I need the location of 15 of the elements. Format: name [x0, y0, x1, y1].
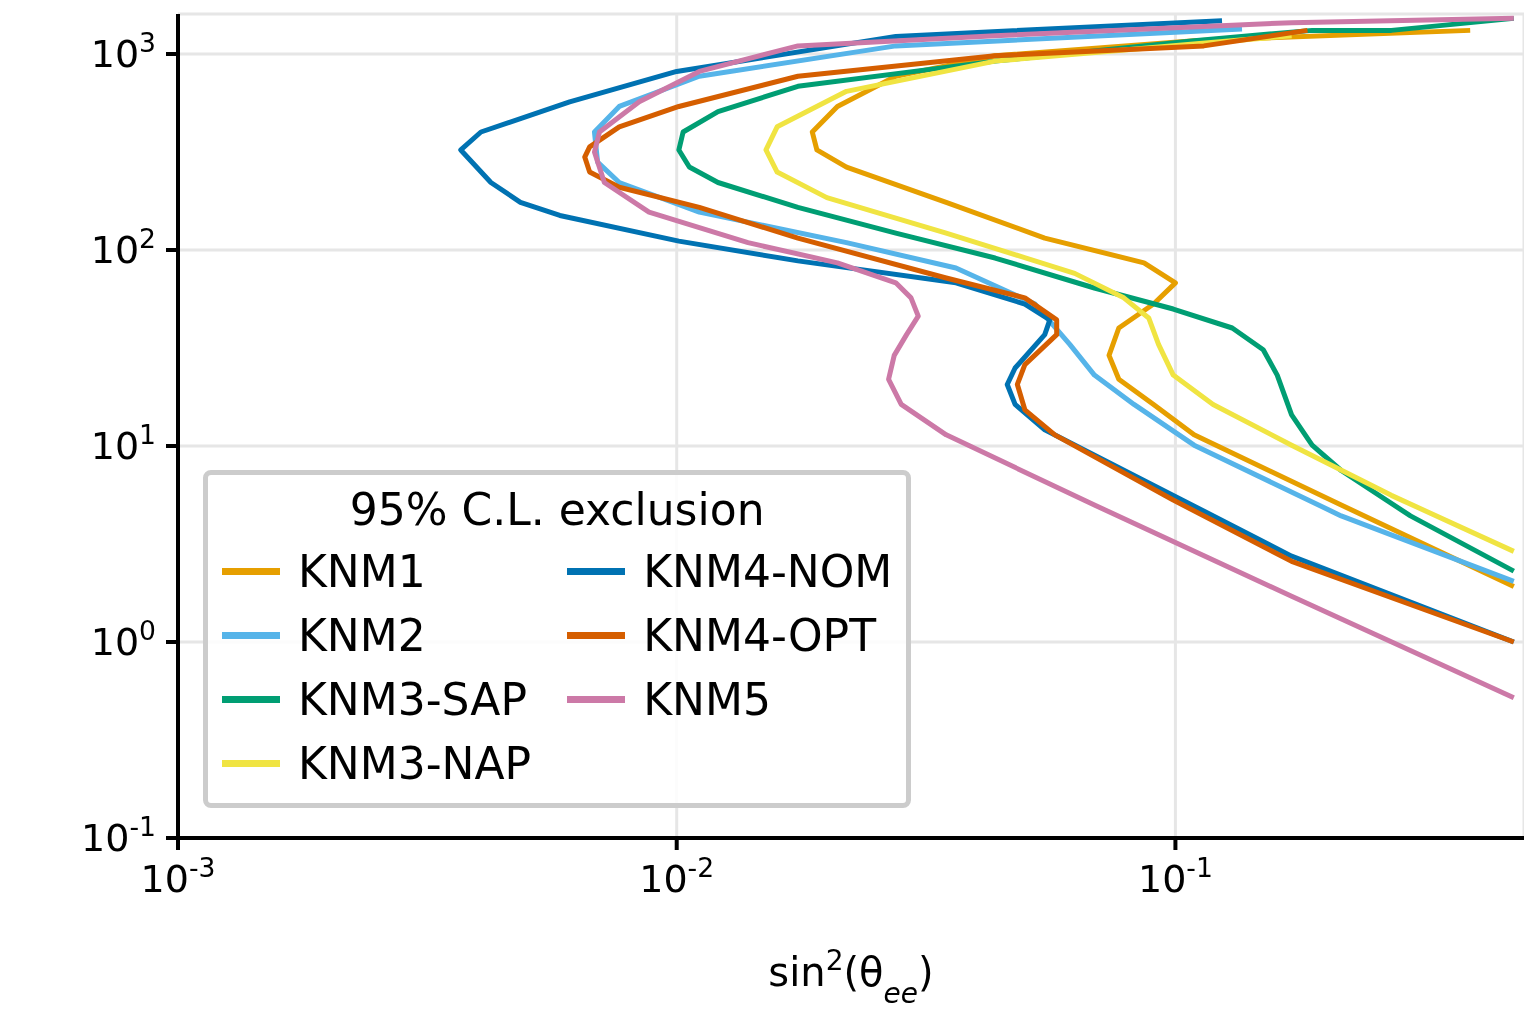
- y-tick-label: 10$^{1}$: [90, 418, 156, 468]
- legend-label: KNM4-OPT: [643, 609, 877, 661]
- legend-label: KNM3-NAP: [298, 737, 532, 789]
- y-tick-label: 10$^{3}$: [90, 26, 156, 77]
- legend-title: 95% C.L. exclusion: [348, 483, 766, 537]
- legend-label: KNM1: [298, 545, 426, 597]
- legend-label: KNM5: [643, 673, 771, 725]
- legend-label: KNM2: [298, 609, 426, 661]
- x-axis-title: sin$^{2}$(θ$_{ee}$): [768, 943, 934, 1010]
- y-tick-label: 10$^{0}$: [90, 614, 156, 664]
- legend-label: KNM3-SAP: [298, 673, 527, 725]
- legend-label: KNM4-NOM: [643, 545, 893, 597]
- x-tick-label: 10$^{-2}$: [639, 851, 715, 901]
- y-tick-label: 10$^{2}$: [90, 222, 156, 273]
- x-tick-label: 10$^{-1}$: [1137, 851, 1213, 901]
